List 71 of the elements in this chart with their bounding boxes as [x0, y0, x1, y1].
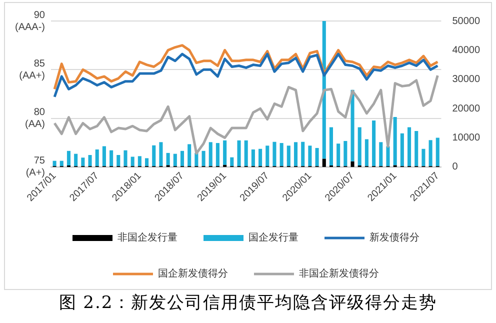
- bar: [194, 152, 198, 166]
- bar: [124, 150, 128, 166]
- legend-label: 非国企新发债得分: [299, 268, 379, 280]
- bar: [358, 127, 362, 166]
- y-tick-label: 85 (AA+): [19, 58, 46, 82]
- bar: [266, 146, 270, 166]
- bar: [244, 140, 248, 166]
- bar: [173, 154, 177, 166]
- bar: [88, 154, 92, 166]
- bar: [272, 142, 276, 166]
- bar: [372, 120, 376, 166]
- bar: [60, 160, 64, 166]
- bar: [294, 142, 298, 166]
- bar: [364, 139, 368, 166]
- bar: [130, 156, 134, 166]
- bar: [216, 143, 220, 166]
- bar: [329, 127, 334, 166]
- bar: [407, 127, 412, 166]
- bar: [52, 160, 56, 166]
- bar: [237, 140, 241, 166]
- y2-tick-label: 0: [452, 162, 458, 173]
- bar: [301, 142, 305, 166]
- y-tick-label: 80 (AA): [25, 107, 46, 130]
- y2-tick-label: 10000: [452, 132, 480, 144]
- bar: [202, 150, 206, 166]
- bar: [436, 138, 440, 166]
- bar: [166, 152, 170, 166]
- bar: [308, 146, 312, 166]
- bar: [280, 143, 284, 166]
- bar: [66, 150, 71, 166]
- bar: [81, 158, 85, 166]
- bar: [180, 150, 184, 166]
- bar: [315, 148, 319, 166]
- bar: [322, 158, 326, 167]
- bar: [230, 157, 234, 166]
- bar: [138, 156, 142, 166]
- bar: [414, 131, 418, 166]
- bar: [152, 145, 156, 166]
- y2-tick-label: 30000: [452, 74, 480, 86]
- bar: [393, 117, 397, 166]
- legend-label: 国企发行量: [248, 232, 298, 244]
- bar: [386, 146, 390, 166]
- bar: [208, 142, 212, 166]
- bar: [350, 90, 354, 162]
- legend-label: 非国企发行量: [118, 232, 178, 244]
- bar: [422, 148, 426, 166]
- bar: [159, 142, 163, 166]
- bar: [110, 150, 114, 166]
- bar: [74, 154, 78, 166]
- bar: [251, 149, 255, 166]
- bar: [336, 144, 340, 166]
- bar: [188, 144, 192, 166]
- bar: [286, 146, 290, 166]
- bar: [428, 140, 432, 166]
- legend-label: 新发债得分: [370, 232, 420, 244]
- y2-tick-label: 40000: [452, 44, 480, 56]
- bar: [258, 148, 262, 166]
- y-tick-label: 90 (AAA-): [15, 10, 46, 33]
- bar: [344, 140, 348, 166]
- text: 图 2.2：新发公司信用债平均隐含评级得分走势: [58, 292, 438, 314]
- bar: [102, 146, 106, 166]
- bar: [379, 142, 383, 166]
- bar: [350, 161, 354, 167]
- y2-tick-label: 20000: [452, 103, 480, 114]
- y2-tick-label: 50000: [452, 16, 480, 27]
- bar: [400, 133, 404, 166]
- bar: [145, 158, 149, 166]
- bar: [223, 140, 227, 165]
- bar: [95, 149, 99, 166]
- legend-label: 国企新发债得分: [158, 268, 228, 280]
- bar: [116, 154, 120, 166]
